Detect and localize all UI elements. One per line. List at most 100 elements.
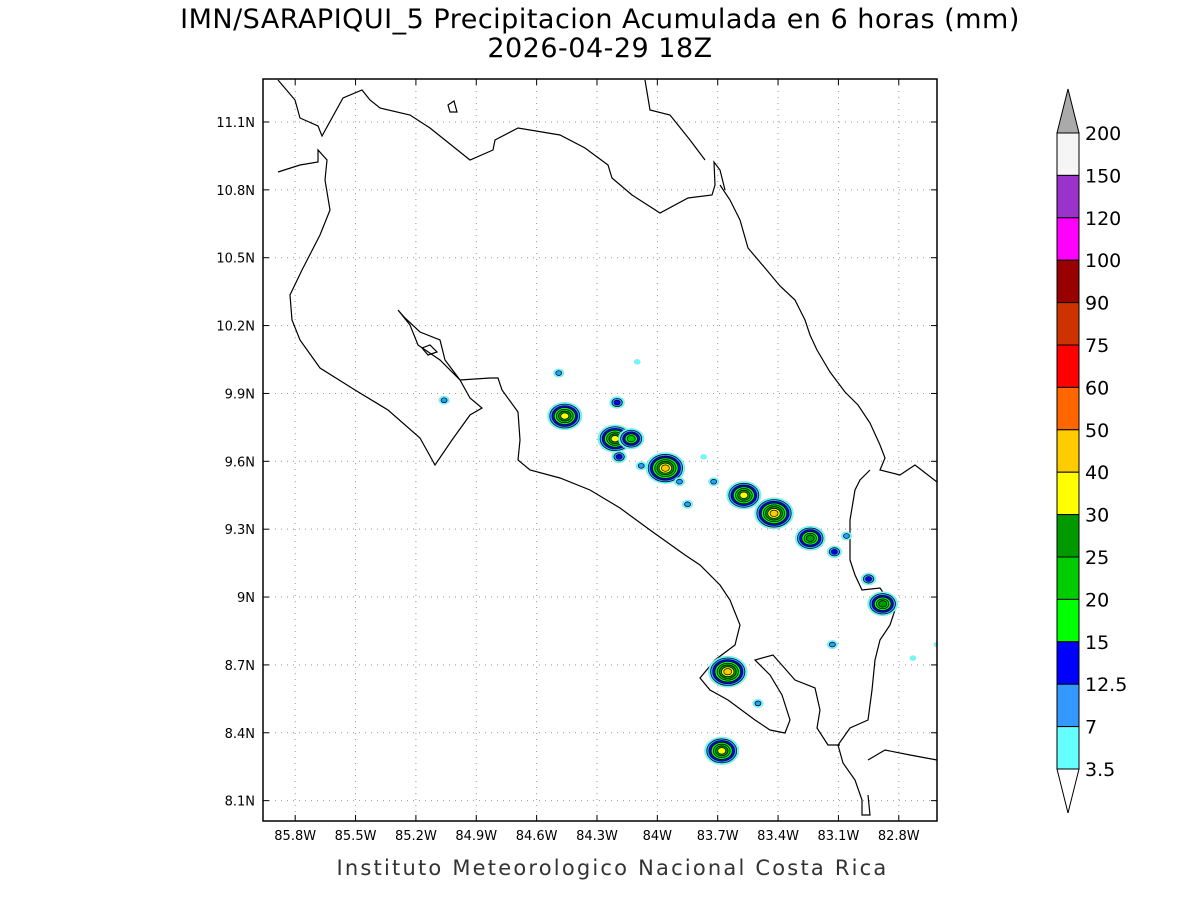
gulf-island [420,344,439,356]
rain-contour [754,700,762,707]
rain-cell [909,655,917,661]
colorbar-box [1056,598,1080,643]
colorbar-label: 60 [1085,377,1109,399]
rain-contour [700,454,707,460]
rain-contour [769,509,779,517]
colorbar-box [1056,217,1080,261]
rain-cell [700,454,707,460]
axis-ticks: 85.8W 85.5W 85.2W 84.9W 84.6W 84.3W 84W 83.7W 83… [216,79,937,844]
lon-tick-label: 82.8W [878,829,920,844]
rain-cell [840,531,852,541]
colorbar-label: 30 [1085,505,1109,527]
rain-cell [752,698,764,708]
colorbar-box [1056,556,1080,600]
rain-contour [831,549,838,555]
rain-contour [865,576,872,582]
island-icon [447,100,458,113]
panama-south-coast [867,749,937,761]
panama-border [837,469,896,816]
rain-cell [754,497,794,530]
colorbar-label: 15 [1085,632,1109,654]
colorbar-box [1056,344,1080,388]
rain-contour [440,397,448,403]
colorbar-label: 120 [1085,208,1121,230]
map-datetime: 2026-04-29 18Z [487,33,713,64]
rain-cell [682,499,694,509]
map-title: IMN/SARAPIQUI_5 Precipitacion Acumulada … [180,4,1020,35]
lon-tick-label: 84.9W [455,829,497,844]
rain-contour [637,463,645,469]
colorbar-box [1056,514,1080,558]
colorbar-label: 50 [1085,420,1109,442]
lat-tick-label: 8.7N [225,659,255,674]
colorbar-box [1056,259,1080,304]
rain-contour [613,399,621,406]
colorbar-label: 25 [1085,547,1109,569]
colorbar-top-triangle [1056,88,1080,134]
rain-contour [829,641,836,648]
rain-contour [684,501,691,508]
rain-cell [609,396,625,409]
lat-tick-label: 10.8N [216,184,255,199]
rain-cell [618,428,645,450]
rain-contour [805,534,815,542]
lat-tick-label: 9N [237,591,255,606]
colorbar-box [1056,174,1080,219]
lon-tick-label: 83.1W [818,829,860,844]
lon-tick-label: 85.5W [335,829,377,844]
rain-contour [710,478,718,485]
northern-coast [644,79,706,161]
rain-cell [708,655,748,688]
colorbar-box [1056,471,1080,516]
footer-credit: Instituto Meteorologico Nacional Costa R… [336,856,889,880]
rain-cell [645,452,686,484]
rain-cell [704,736,740,765]
rain-contour [717,747,727,755]
rain-cell [547,402,583,431]
map-frame [262,78,938,822]
lat-tick-label: 8.4N [225,727,255,742]
rain-contour [739,491,749,499]
rain-cell [673,477,685,487]
colorbar-box [1056,641,1080,685]
pacific-coast [277,148,840,746]
rain-contour [626,435,636,443]
coastline-layer [277,79,937,816]
lat-tick-label: 9.3N [225,523,255,538]
rain-contour [878,600,888,608]
lat-tick-label: 10.2N [216,320,255,335]
lat-tick-label: 9.6N [225,455,255,470]
caribbean-coast [719,184,937,483]
colorbar-box [1056,302,1080,346]
rain-cell [826,545,843,559]
precipitation-contours [438,359,937,765]
lat-tick-label: 8.1N [225,795,255,810]
lat-tick-label: 11.1N [216,116,255,131]
colorbar-label: 75 [1085,335,1109,357]
rain-cell [860,572,877,586]
lon-tick-label: 84.6W [516,829,558,844]
rain-contour [843,533,850,539]
rain-contour [560,412,570,420]
rain-cell [553,368,565,378]
lon-tick-label: 83.4W [757,829,799,844]
rain-cell [708,477,720,487]
rain-contour [909,655,917,661]
lat-tick-label: 10.5N [216,252,255,267]
rain-cell [726,481,762,510]
rain-cell [633,359,641,365]
rain-cell [794,525,826,551]
rain-contour [661,464,670,472]
rain-contour [610,435,620,443]
colorbar-label: 40 [1085,462,1109,484]
colorbar-label: 7 [1085,717,1097,739]
colorbar-label: 200 [1085,123,1121,145]
rain-cell [867,591,898,617]
lon-tick-label: 84W [643,829,673,844]
lon-tick-label: 85.8W [274,829,316,844]
rain-contour [723,668,733,676]
rain-cell [635,461,647,471]
colorbar-label: 100 [1085,250,1121,272]
colorbar: 3.5 7 12.5 15 20 25 30 40 50 60 75 90 100 120 150 200 [1056,88,1127,814]
